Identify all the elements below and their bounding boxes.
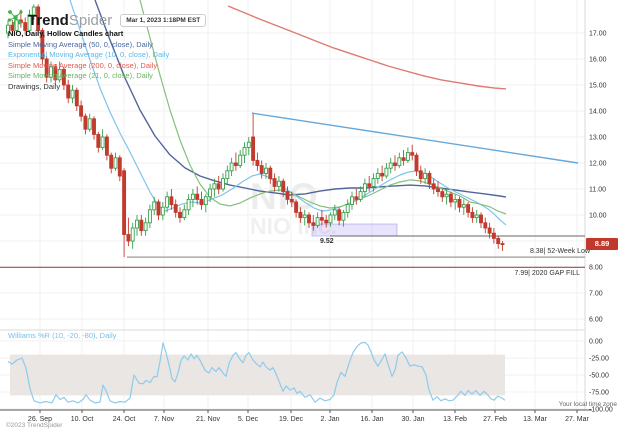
trendspider-logo[interactable]: TrendSpider (28, 11, 113, 29)
time-axis-labels[interactable]: 26. Sep 10. Oct 24. Oct 7. Nov 21. Nov 5. Dec… (28, 410, 590, 423)
fifty-two-week-low-label[interactable]: 8.38| 52-Week Low (529, 248, 590, 255)
svg-text:15.00: 15.00 (589, 83, 607, 90)
svg-text:12.00: 12.00 (589, 161, 607, 168)
chart-legend: NIO, Daily, Hollow Candles chart Simple … (8, 29, 169, 92)
legend-item-drawings[interactable]: Drawings, Daily (8, 81, 61, 91)
svg-text:6.00: 6.00 (589, 317, 603, 324)
svg-text:13.00: 13.00 (589, 135, 607, 142)
svg-text:19. Dec: 19. Dec (279, 416, 304, 423)
trendline-drawing[interactable] (251, 112, 579, 164)
copyright-note: ©2023 TrendSpider (6, 422, 63, 429)
legend-item-williams-r[interactable]: Williams %R (10, -20, -80), Daily (8, 331, 117, 340)
level-lines[interactable] (0, 256, 585, 268)
sma50-line[interactable] (94, 0, 507, 198)
sma21-line[interactable] (139, 0, 507, 215)
svg-text:24. Oct: 24. Oct (113, 416, 136, 423)
svg-text:13. Feb: 13. Feb (443, 416, 467, 423)
svg-text:27. Mar: 27. Mar (565, 416, 589, 423)
williams-band (10, 354, 505, 396)
svg-text:16.00: 16.00 (589, 57, 607, 64)
svg-text:11.00: 11.00 (589, 187, 606, 194)
svg-text:-75.00: -75.00 (589, 390, 609, 397)
watermark-company: NIO Inc. (250, 213, 337, 239)
svg-text:5. Dec: 5. Dec (238, 416, 259, 423)
svg-text:7.00: 7.00 (589, 291, 603, 298)
svg-text:16. Jan: 16. Jan (361, 416, 384, 423)
support-zone-price-label[interactable]: 9.52 (320, 238, 334, 245)
svg-text:0.00: 0.00 (589, 339, 603, 346)
timezone-note[interactable]: Your local time zone (558, 401, 617, 408)
header: TrendSpider Mar 1, 2023 1:18PM EST (7, 9, 207, 31)
svg-text:13. Mar: 13. Mar (523, 416, 547, 423)
svg-text:2. Jan: 2. Jan (320, 416, 339, 423)
legend-item-sma50[interactable]: Simple Moving Average (50, 0, close), Da… (8, 39, 153, 49)
sma200-line[interactable] (227, 5, 507, 90)
support-zone[interactable] (311, 223, 398, 237)
svg-text:7. Nov: 7. Nov (154, 416, 175, 423)
svg-text:26. Sep: 26. Sep (28, 416, 52, 423)
svg-text:27. Feb: 27. Feb (483, 416, 507, 423)
legend-item-sma21[interactable]: Simple Moving Average (21, 0, close), Da… (8, 71, 153, 80)
svg-text:-50.00: -50.00 (589, 373, 609, 380)
legend-symbol-line[interactable]: NIO, Daily, Hollow Candles chart (8, 29, 124, 38)
ema10-line[interactable] (69, 0, 507, 226)
svg-text:-25.00: -25.00 (589, 356, 609, 363)
svg-text:17.00: 17.00 (589, 31, 607, 38)
timestamp-badge: Mar 1, 2023 1:18PM EST (120, 13, 207, 27)
svg-text:21. Nov: 21. Nov (196, 416, 221, 423)
svg-text:8.00: 8.00 (589, 265, 603, 272)
svg-text:30. Jan: 30. Jan (402, 416, 425, 423)
legend-item-sma200[interactable]: Simple Moving Average (200, 0, close), D… (8, 60, 158, 70)
svg-text:-100.00: -100.00 (589, 407, 613, 414)
svg-text:10. Oct: 10. Oct (71, 416, 94, 423)
williams-r-line (7, 341, 506, 404)
price-axis-labels[interactable]: 17.00 16.00 15.00 14.00 13.00 12.00 11.00 10.00… (589, 31, 613, 414)
candles (6, 4, 505, 258)
last-price-badge: 8.89 (586, 238, 618, 250)
svg-text:14.00: 14.00 (589, 109, 607, 116)
trendspider-logo-icon[interactable] (7, 9, 24, 31)
svg-text:10.00: 10.00 (589, 213, 607, 220)
legend-item-ema10[interactable]: Exponential Moving Average (10, 0, close… (8, 50, 170, 59)
gap-fill-label[interactable]: 7.99| 2020 GAP FILL (514, 270, 580, 277)
